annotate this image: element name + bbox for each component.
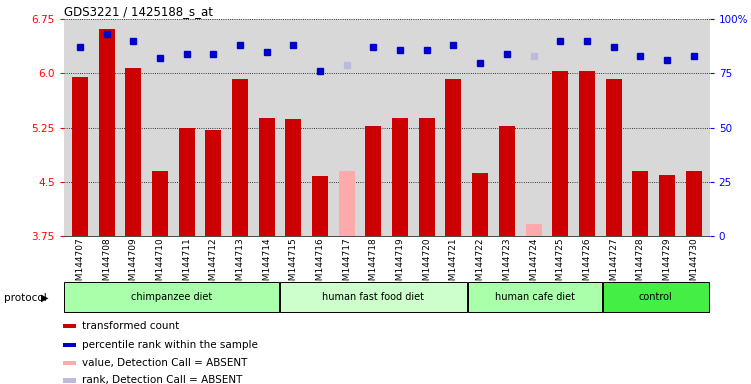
Text: human cafe diet: human cafe diet — [495, 292, 575, 302]
Text: protocol: protocol — [4, 293, 47, 303]
Text: transformed count: transformed count — [82, 321, 179, 331]
Bar — [602, 282, 709, 312]
Bar — [258, 118, 275, 236]
Text: GSM144708: GSM144708 — [102, 237, 111, 292]
Bar — [552, 71, 569, 236]
Bar — [63, 378, 76, 382]
Text: ▶: ▶ — [41, 293, 49, 303]
Bar — [472, 173, 488, 236]
Bar — [659, 175, 675, 236]
Bar — [232, 78, 248, 236]
Bar — [65, 282, 279, 312]
Bar — [419, 118, 435, 236]
Text: GSM144721: GSM144721 — [449, 237, 458, 292]
Text: chimpanzee diet: chimpanzee diet — [131, 292, 212, 302]
Bar — [125, 68, 141, 236]
Text: GSM144709: GSM144709 — [128, 237, 137, 292]
Text: GSM144725: GSM144725 — [556, 237, 565, 292]
Bar — [339, 171, 354, 236]
Bar — [579, 71, 595, 236]
Text: GSM144714: GSM144714 — [262, 237, 271, 292]
Bar — [63, 343, 76, 347]
Bar — [63, 361, 76, 365]
Bar — [205, 130, 222, 236]
Text: GSM144716: GSM144716 — [315, 237, 324, 292]
Bar — [179, 128, 195, 236]
Bar — [526, 224, 541, 236]
Text: GSM144730: GSM144730 — [689, 237, 698, 292]
Text: GSM144728: GSM144728 — [636, 237, 645, 292]
Text: GSM144723: GSM144723 — [502, 237, 511, 292]
Bar — [98, 28, 115, 236]
Text: rank, Detection Call = ABSENT: rank, Detection Call = ABSENT — [82, 376, 242, 384]
Bar — [72, 77, 88, 236]
Text: GSM144722: GSM144722 — [475, 237, 484, 291]
Text: GSM144727: GSM144727 — [609, 237, 618, 292]
Bar — [279, 282, 467, 312]
Text: GSM144718: GSM144718 — [369, 237, 378, 292]
Bar — [468, 282, 602, 312]
Text: GSM144712: GSM144712 — [209, 237, 218, 292]
Bar — [605, 79, 622, 236]
Bar — [632, 171, 648, 236]
Text: value, Detection Call = ABSENT: value, Detection Call = ABSENT — [82, 358, 247, 368]
Bar — [392, 118, 408, 236]
Text: GSM144715: GSM144715 — [289, 237, 298, 292]
Text: GDS3221 / 1425188_s_at: GDS3221 / 1425188_s_at — [64, 5, 213, 18]
Text: GSM144720: GSM144720 — [422, 237, 431, 292]
Bar — [63, 324, 76, 328]
Text: percentile rank within the sample: percentile rank within the sample — [82, 340, 258, 350]
Text: GSM144711: GSM144711 — [182, 237, 191, 292]
Bar — [312, 176, 328, 236]
Bar — [686, 171, 701, 236]
Bar — [152, 171, 168, 236]
Text: control: control — [639, 292, 673, 302]
Text: GSM144729: GSM144729 — [662, 237, 671, 292]
Text: GSM144724: GSM144724 — [529, 237, 538, 291]
Text: GSM144719: GSM144719 — [396, 237, 405, 292]
Bar — [366, 126, 382, 236]
Text: GSM144713: GSM144713 — [236, 237, 245, 292]
Bar — [285, 119, 301, 236]
Bar — [445, 78, 462, 236]
Text: GSM144707: GSM144707 — [75, 237, 84, 292]
Text: GSM144710: GSM144710 — [155, 237, 164, 292]
Text: GSM144726: GSM144726 — [583, 237, 592, 292]
Text: human fast food diet: human fast food diet — [322, 292, 424, 302]
Text: GSM144717: GSM144717 — [342, 237, 351, 292]
Bar — [499, 126, 515, 236]
